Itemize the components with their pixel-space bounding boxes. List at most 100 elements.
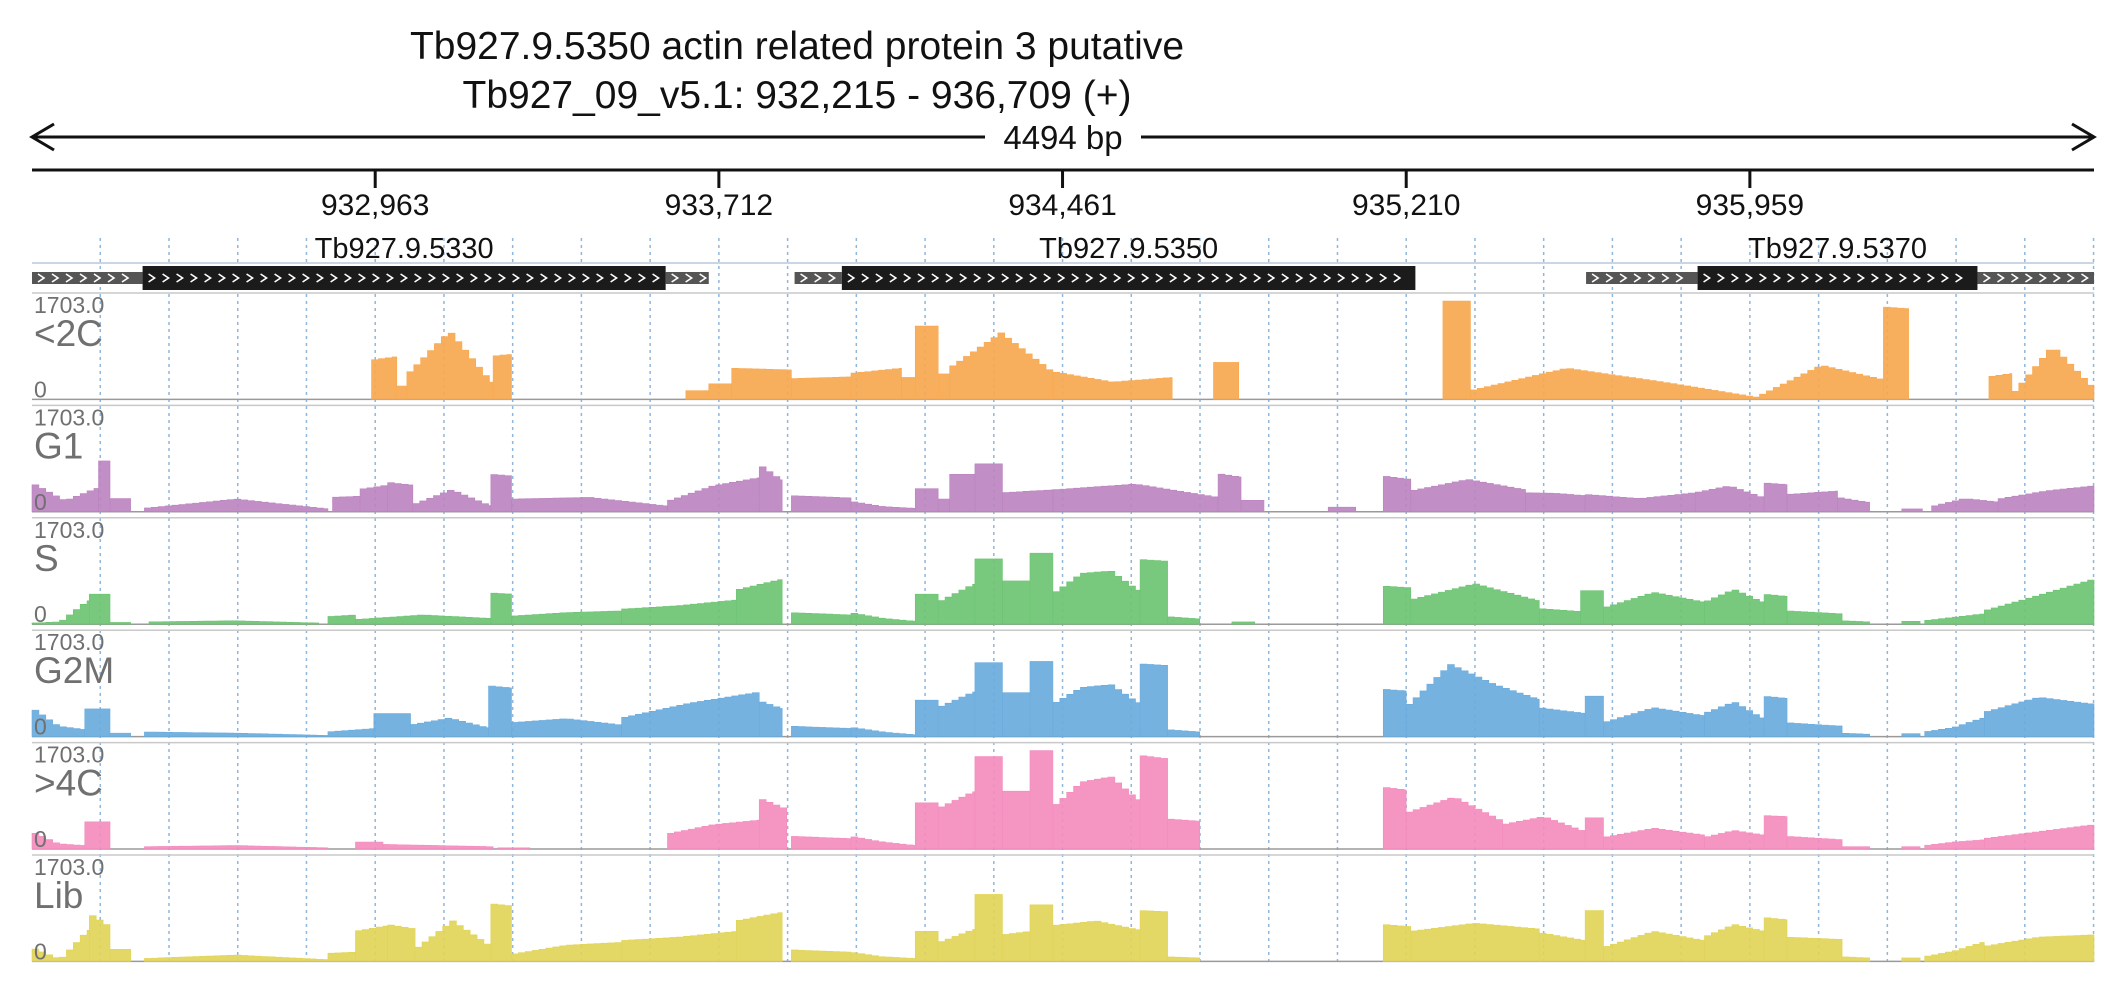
ruler-tick-label: 933,712 bbox=[665, 189, 773, 222]
track-min-label: 0 bbox=[34, 376, 47, 402]
strand-chevron-icon bbox=[1871, 273, 1880, 283]
strand-chevron-icon bbox=[800, 273, 809, 283]
coverage-block bbox=[373, 713, 411, 737]
coverage-block bbox=[937, 584, 976, 625]
coverage-block bbox=[327, 614, 356, 625]
strand-chevron-icon bbox=[624, 273, 633, 283]
strand-chevron-icon bbox=[1941, 273, 1950, 283]
coverage-block bbox=[355, 614, 492, 625]
coverage-block bbox=[791, 836, 852, 850]
coverage-block bbox=[1167, 616, 1201, 625]
strand-chevron-icon bbox=[1127, 273, 1136, 283]
strand-chevron-icon bbox=[1773, 273, 1782, 283]
strand-chevron-icon bbox=[582, 273, 591, 283]
strand-chevron-icon bbox=[1071, 273, 1080, 283]
strand-chevron-icon bbox=[596, 273, 605, 283]
coverage-block bbox=[144, 731, 329, 737]
coverage-block bbox=[1786, 610, 1843, 625]
coverage-block bbox=[1405, 664, 1540, 737]
coverage-block bbox=[914, 699, 939, 737]
coverage-block bbox=[1997, 485, 2095, 513]
strand-chevron-icon bbox=[330, 273, 339, 283]
coverage-block bbox=[89, 593, 111, 625]
ruler-tick-label: 935,210 bbox=[1352, 189, 1460, 222]
gene-model[interactable]: Tb927.9.5350 bbox=[794, 233, 1416, 290]
coverage-block bbox=[731, 367, 792, 400]
coverage-block bbox=[31, 832, 86, 850]
strand-chevron-icon bbox=[1379, 273, 1388, 283]
coverage-block bbox=[359, 485, 388, 513]
strand-chevron-icon bbox=[372, 273, 381, 283]
strand-chevron-icon bbox=[1085, 273, 1094, 283]
strand-chevron-icon bbox=[1955, 273, 1964, 283]
strand-chevron-icon bbox=[2039, 273, 2047, 283]
coverage-block bbox=[511, 610, 622, 625]
coverage-block bbox=[406, 332, 494, 400]
coverage-block bbox=[1704, 589, 1765, 625]
gene-model[interactable]: Tb927.9.5370 bbox=[1586, 233, 2094, 290]
coverage-block bbox=[914, 931, 939, 962]
strand-chevron-icon bbox=[1983, 273, 1991, 283]
strand-chevron-icon bbox=[2081, 273, 2089, 283]
coverage-block bbox=[31, 929, 90, 962]
strand-chevron-icon bbox=[2011, 273, 2019, 283]
strand-chevron-icon bbox=[1393, 273, 1402, 283]
coverage-block bbox=[1584, 817, 1604, 850]
strand-chevron-icon bbox=[847, 273, 856, 283]
coverage-block bbox=[850, 501, 916, 513]
strand-chevron-icon bbox=[37, 273, 46, 283]
track-label: Lib bbox=[34, 875, 83, 916]
strand-chevron-icon bbox=[1351, 273, 1360, 283]
coverage-block bbox=[490, 474, 512, 513]
coverage-block bbox=[1382, 924, 1412, 962]
strand-chevron-icon bbox=[484, 273, 493, 283]
coverage-block bbox=[1139, 910, 1168, 962]
coverage-block bbox=[736, 579, 783, 625]
strand-chevron-icon bbox=[358, 273, 367, 283]
coverage-block bbox=[511, 497, 668, 513]
coverage-block bbox=[1584, 492, 1696, 513]
coverage-block bbox=[490, 592, 512, 625]
coverage-track: 1703.0>4C 0 bbox=[31, 742, 2095, 852]
arrow-right-icon bbox=[2071, 122, 2097, 152]
coverage-block bbox=[1139, 559, 1168, 625]
coverage-block bbox=[2011, 349, 2095, 400]
coverage-block bbox=[1984, 697, 2095, 737]
coverage-block bbox=[490, 903, 512, 962]
coverage-block bbox=[1410, 583, 1540, 625]
coverage-block bbox=[1704, 830, 1765, 850]
strand-chevron-icon bbox=[204, 273, 213, 283]
strand-chevron-icon bbox=[1745, 273, 1754, 283]
strand-chevron-icon bbox=[1591, 273, 1600, 283]
strand-chevron-icon bbox=[65, 273, 74, 283]
strand-chevron-icon bbox=[1281, 273, 1290, 283]
coverage-block bbox=[1584, 910, 1604, 962]
strand-chevron-icon bbox=[260, 273, 269, 283]
coverage-block bbox=[1841, 956, 1870, 962]
coverage-block bbox=[109, 948, 131, 962]
track-label: S bbox=[34, 538, 59, 579]
coverage-block bbox=[1167, 729, 1201, 737]
coverage-block bbox=[621, 931, 737, 962]
ruler-tick-label: 935,959 bbox=[1696, 189, 1804, 222]
coverage-block bbox=[1841, 620, 1870, 625]
strand-chevron-icon bbox=[1015, 273, 1024, 283]
strand-chevron-icon bbox=[1759, 273, 1768, 283]
strand-chevron-icon bbox=[400, 273, 409, 283]
strand-chevron-icon bbox=[1815, 273, 1824, 283]
coverage-block bbox=[1901, 621, 1921, 625]
coverage-block bbox=[685, 390, 710, 400]
track-label: >4C bbox=[34, 763, 103, 804]
coverage-block bbox=[758, 701, 783, 737]
coverage-block bbox=[758, 799, 788, 850]
coverage-block bbox=[387, 482, 414, 513]
coverage-block bbox=[1694, 486, 1765, 513]
strand-chevron-icon bbox=[1099, 273, 1108, 283]
coverage-block bbox=[327, 951, 356, 962]
coverage-tracks: 1703.0<2C01703.0G101703.0S01703.0G2M0170… bbox=[31, 292, 2095, 964]
coverage-block bbox=[1901, 508, 1923, 513]
gene-model[interactable]: Tb927.9.5330 bbox=[32, 233, 709, 290]
coverage-block bbox=[1382, 689, 1407, 737]
strand-chevron-icon bbox=[540, 273, 549, 283]
strand-chevron-icon bbox=[1703, 273, 1712, 283]
